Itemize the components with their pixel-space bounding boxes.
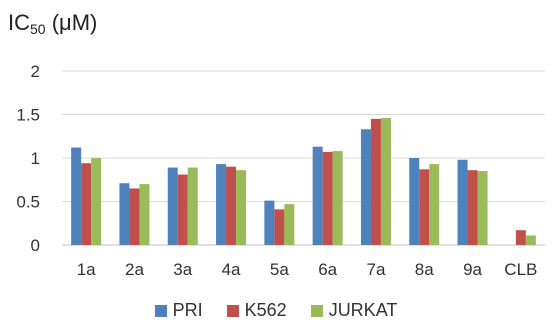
x-tick-label: 4a — [222, 260, 241, 279]
y-tick-label: 0.5 — [16, 193, 40, 212]
bar-k562-5a — [274, 209, 285, 245]
bar-jurkat-3a — [187, 167, 198, 245]
x-tick-label: 8a — [415, 260, 434, 279]
x-tick-label: 9a — [463, 260, 482, 279]
bar-pri-4a — [216, 164, 227, 245]
bar-jurkat-4a — [236, 170, 247, 245]
legend-label-k562: K562 — [244, 300, 287, 320]
y-tick-label: 1.5 — [16, 106, 40, 125]
x-tick-label: CLB — [504, 260, 537, 279]
legend-label-pri: PRI — [172, 300, 203, 320]
bar-k562-6a — [322, 151, 333, 245]
bar-k562-7a — [370, 118, 381, 245]
bar-jurkat-5a — [284, 204, 295, 245]
bar-pri-6a — [312, 146, 323, 245]
bar-k562-9a — [467, 170, 478, 245]
x-tick-label: 2a — [125, 260, 144, 279]
bar-jurkat-9a — [477, 171, 488, 245]
bars — [71, 117, 536, 245]
x-tick-label: 6a — [318, 260, 337, 279]
bar-k562-clb — [515, 230, 526, 245]
bar-jurkat-1a — [91, 158, 102, 245]
y-tick-label: 0 — [31, 236, 40, 255]
bar-jurkat-6a — [332, 151, 343, 245]
bar-chart: 0 0.5 1 1.5 2 1a 2a 3a 4a 5a 6a 7a 8a 9a CLB — [16, 62, 545, 279]
x-tick-labels: 1a 2a 3a 4a 5a 6a 7a 8a 9a CLB — [77, 260, 538, 279]
y-tick-label: 2 — [31, 62, 40, 81]
bar-pri-5a — [264, 200, 275, 245]
legend-swatch-k562 — [226, 304, 239, 317]
legend-item-jurkat: JURKAT — [310, 300, 398, 321]
bar-jurkat-8a — [429, 164, 440, 245]
x-tick-label: 1a — [77, 260, 96, 279]
x-tick-label: 5a — [270, 260, 289, 279]
legend-swatch-jurkat — [310, 304, 323, 317]
x-tick-label: 3a — [173, 260, 192, 279]
legend-item-pri: PRI — [154, 300, 203, 321]
bar-k562-2a — [129, 188, 140, 245]
bar-pri-2a — [119, 183, 130, 245]
bar-pri-1a — [71, 147, 82, 245]
bar-pri-8a — [409, 158, 420, 245]
x-tick-label: 7a — [366, 260, 385, 279]
bar-k562-8a — [419, 169, 430, 245]
bar-pri-9a — [457, 159, 468, 245]
legend-swatch-pri — [154, 304, 167, 317]
bar-pri-3a — [167, 167, 178, 245]
bar-jurkat-2a — [139, 184, 150, 245]
legend: PRI K562 JURKAT — [0, 300, 552, 321]
bar-k562-1a — [81, 163, 92, 245]
bar-k562-4a — [226, 166, 237, 245]
chart-title: IC50 (μM) — [8, 10, 98, 37]
y-tick-labels: 0 0.5 1 1.5 2 — [16, 62, 40, 255]
bar-jurkat-clb — [525, 235, 536, 245]
legend-item-k562: K562 — [226, 300, 287, 321]
bar-k562-3a — [177, 174, 188, 245]
bar-pri-7a — [360, 129, 371, 245]
bar-jurkat-7a — [380, 117, 391, 245]
y-tick-label: 1 — [31, 149, 40, 168]
legend-label-jurkat: JURKAT — [328, 300, 398, 320]
